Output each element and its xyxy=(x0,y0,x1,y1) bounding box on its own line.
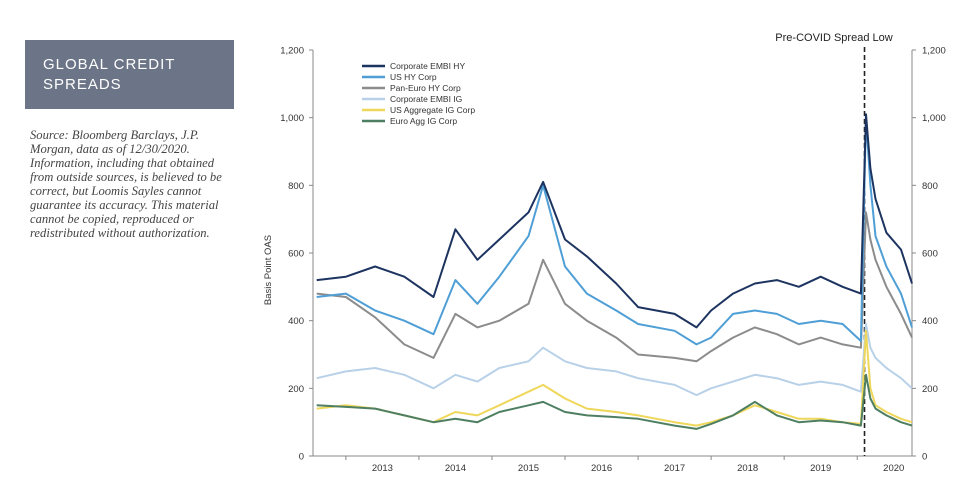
y-tick-label-right: 600 xyxy=(922,249,938,260)
y-tick-label-right: 0 xyxy=(922,452,927,463)
series-lines xyxy=(316,113,913,430)
y-tick-label-right: 1,200 xyxy=(922,46,946,57)
title-panel: GLOBAL CREDIT SPREADS xyxy=(25,40,234,109)
y-tick-label: 800 xyxy=(288,181,304,192)
series-line-5 xyxy=(316,329,913,427)
axes: 0 0 200 200 400 400 600 600 800 800 1,000 1,000 1,20… xyxy=(280,46,946,475)
source-note: Source: Bloomberg Barclays, J.P. Morgan,… xyxy=(30,128,222,240)
x-tick-label: 2015 xyxy=(518,463,539,474)
series-line-2 xyxy=(316,116,913,346)
x-tick-label: 2018 xyxy=(737,463,758,474)
y-tick-label: 600 xyxy=(288,249,304,260)
x-tick-label: 2017 xyxy=(664,463,685,474)
legend-label: Corporate EMBI IG xyxy=(390,94,462,104)
series-line-6 xyxy=(316,373,913,430)
y-tick-label: 400 xyxy=(288,316,304,327)
y-tick-label: 0 xyxy=(299,452,304,463)
y-axis-label: Basis Point OAS xyxy=(263,235,274,305)
y-tick-label: 200 xyxy=(288,384,304,395)
series-line-1 xyxy=(316,113,913,329)
y-tick-label: 1,200 xyxy=(280,46,304,57)
chart-title: GLOBAL CREDIT SPREADS xyxy=(43,56,176,93)
y-tick-label: 1,000 xyxy=(280,113,304,124)
legend-label: Corporate EMBI HY xyxy=(390,61,465,71)
legend-label: Pan-Euro HY Corp xyxy=(390,83,461,93)
y-tick-label-right: 800 xyxy=(922,181,938,192)
y-tick-label-right: 200 xyxy=(922,384,938,395)
legend-label: Euro Agg IG Corp xyxy=(390,116,457,126)
annotation-label: Pre-COVID Spread Low xyxy=(775,32,892,44)
x-tick-label: 2014 xyxy=(445,463,466,474)
series-line-4 xyxy=(316,323,913,397)
x-tick-label: 2019 xyxy=(810,463,831,474)
series-line-3 xyxy=(316,211,913,363)
x-tick-label: 2016 xyxy=(591,463,612,474)
x-tick-label: 2013 xyxy=(372,463,393,474)
legend-label: US HY Corp xyxy=(390,72,437,82)
y-tick-label-right: 1,000 xyxy=(922,113,946,124)
legend-label: US Aggregate IG Corp xyxy=(390,105,475,115)
x-tick-label: 2020 xyxy=(883,463,904,474)
y-tick-label-right: 400 xyxy=(922,316,938,327)
